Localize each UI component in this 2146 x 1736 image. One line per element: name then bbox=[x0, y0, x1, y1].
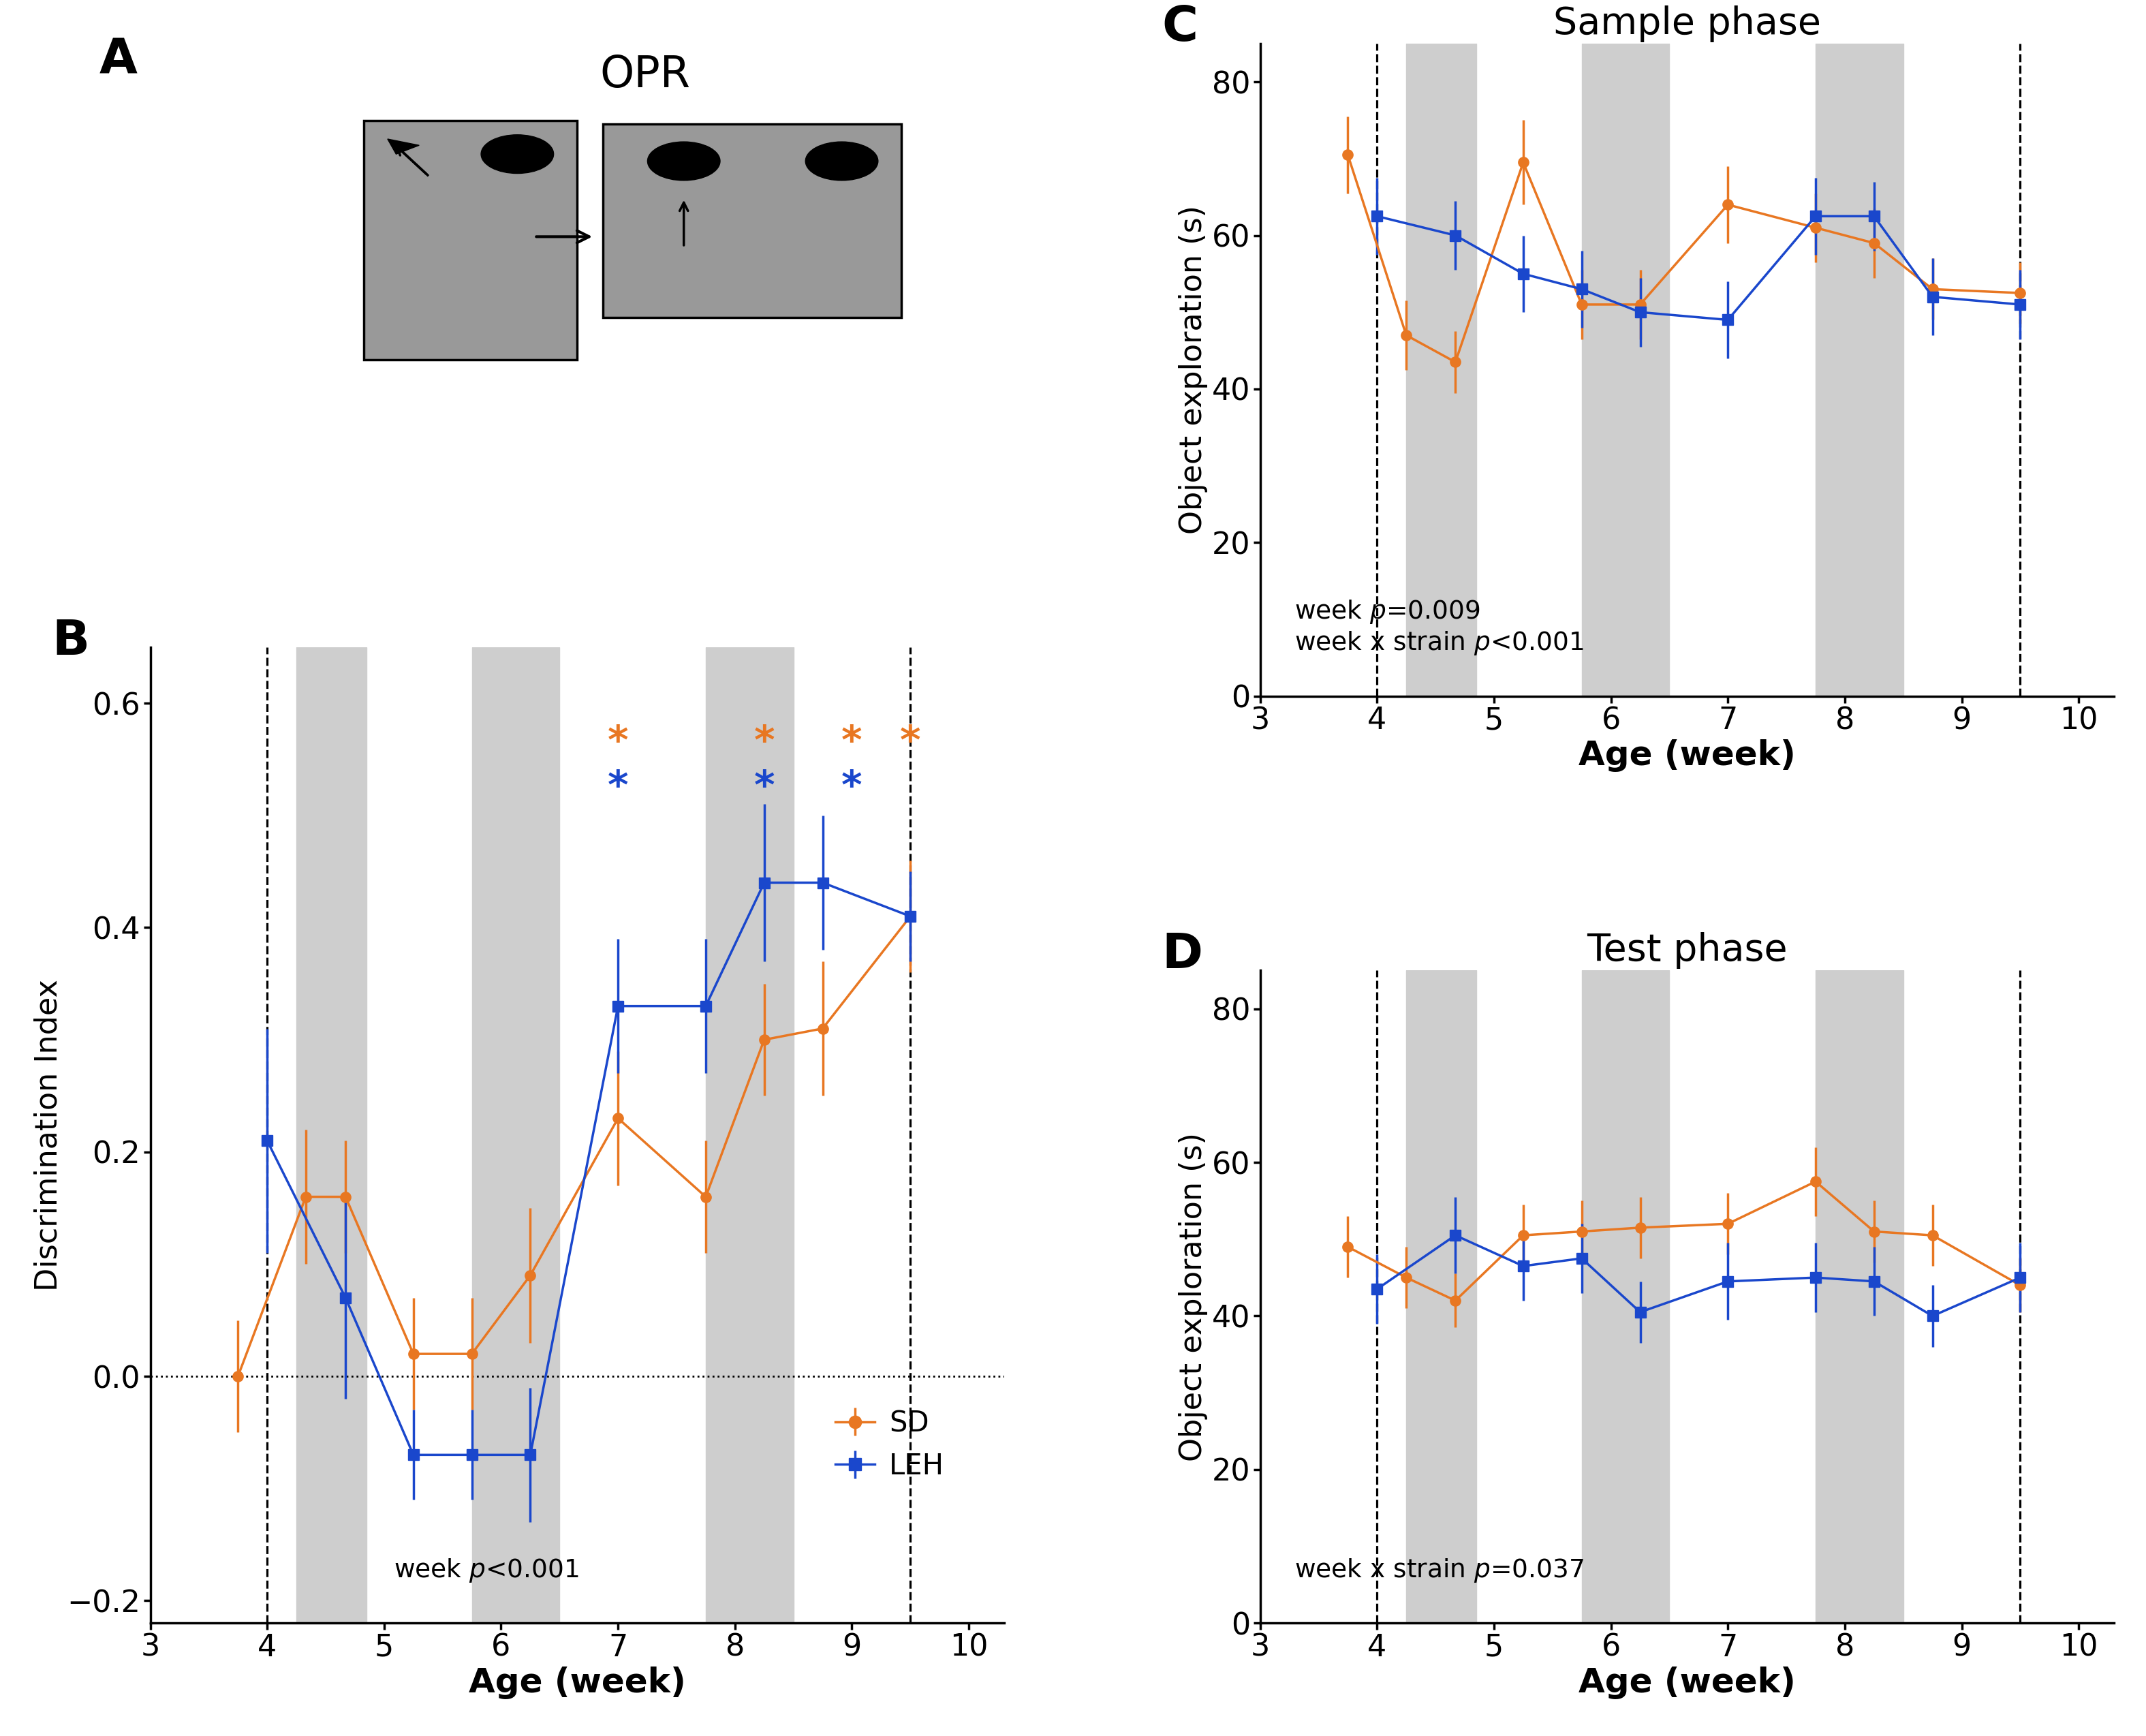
Bar bbox=[1406, 970, 1476, 1623]
Bar bbox=[1582, 43, 1670, 696]
Text: *: * bbox=[607, 767, 629, 807]
X-axis label: Age (week): Age (week) bbox=[1577, 740, 1796, 773]
Text: week $\it{p}$<0.001: week $\it{p}$<0.001 bbox=[393, 1557, 579, 1585]
Title: Test phase: Test phase bbox=[1586, 932, 1788, 969]
Text: *: * bbox=[841, 767, 863, 807]
X-axis label: Age (week): Age (week) bbox=[1577, 1667, 1796, 1700]
Bar bbox=[296, 648, 367, 1623]
X-axis label: Age (week): Age (week) bbox=[468, 1667, 687, 1700]
Text: B: B bbox=[52, 618, 90, 665]
Ellipse shape bbox=[481, 135, 554, 174]
Text: week x strain $\it{p}$=0.037: week x strain $\it{p}$=0.037 bbox=[1294, 1557, 1584, 1583]
Text: *: * bbox=[841, 722, 863, 762]
Text: week $\it{p}$=0.009
week x strain $\it{p}$<0.001: week $\it{p}$=0.009 week x strain $\it{p… bbox=[1294, 599, 1584, 656]
Legend: SD, LEH: SD, LEH bbox=[824, 1397, 955, 1491]
Bar bbox=[1816, 970, 1904, 1623]
Text: *: * bbox=[899, 722, 921, 762]
Bar bbox=[1816, 43, 1904, 696]
Y-axis label: Object exploration (s): Object exploration (s) bbox=[1178, 205, 1208, 535]
Bar bbox=[472, 648, 560, 1623]
Ellipse shape bbox=[648, 142, 721, 181]
Text: C: C bbox=[1161, 3, 1197, 52]
Title: Sample phase: Sample phase bbox=[1554, 5, 1820, 42]
Bar bbox=[1582, 970, 1670, 1623]
FancyBboxPatch shape bbox=[603, 125, 901, 318]
Y-axis label: Object exploration (s): Object exploration (s) bbox=[1178, 1132, 1208, 1462]
Text: D: D bbox=[1161, 930, 1202, 977]
Text: *: * bbox=[607, 722, 629, 762]
Y-axis label: Discrimination Index: Discrimination Index bbox=[34, 979, 62, 1292]
Bar bbox=[706, 648, 794, 1623]
Text: OPR: OPR bbox=[601, 54, 691, 95]
FancyBboxPatch shape bbox=[363, 122, 577, 359]
Text: A: A bbox=[99, 36, 137, 83]
Text: *: * bbox=[753, 722, 775, 762]
Bar bbox=[1406, 43, 1476, 696]
Ellipse shape bbox=[805, 142, 878, 181]
Polygon shape bbox=[388, 139, 418, 155]
Text: *: * bbox=[753, 767, 775, 807]
